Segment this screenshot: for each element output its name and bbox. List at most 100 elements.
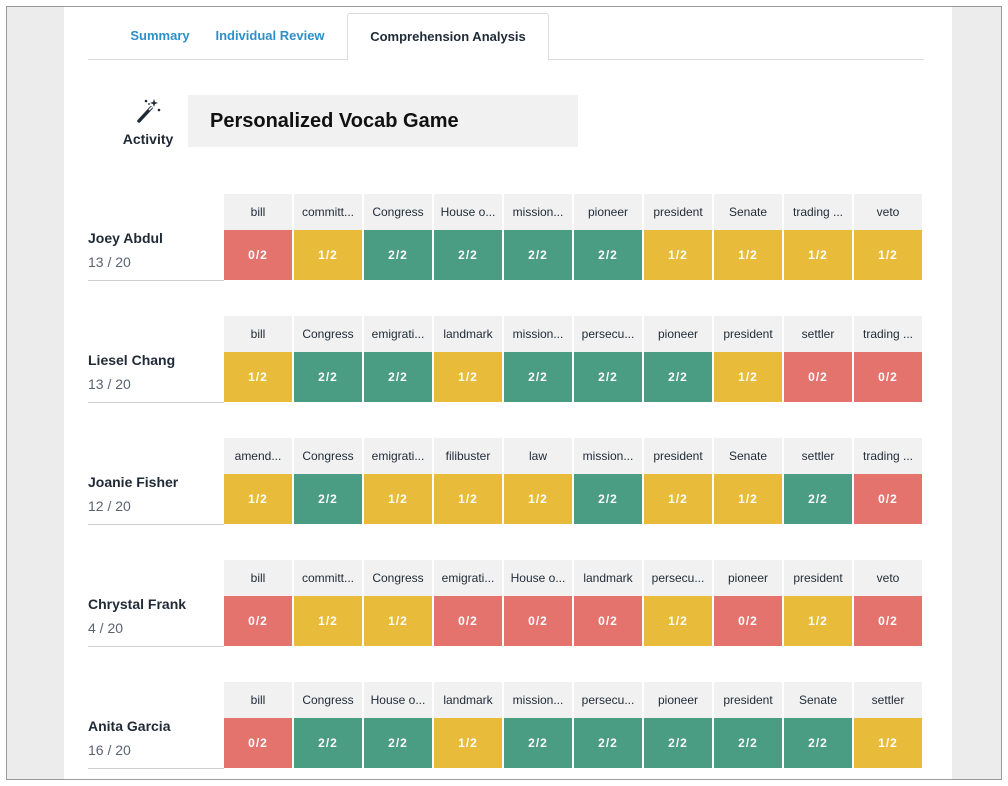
vocab-word-header: pioneer	[644, 682, 712, 718]
vocab-score-cell[interactable]: 1/2	[784, 596, 852, 646]
vocab-score-cell[interactable]: 0/2	[854, 474, 922, 524]
vocab-word-header: president	[714, 316, 782, 352]
vocab-score-cell[interactable]: 1/2	[784, 230, 852, 280]
vocab-score-cell[interactable]: 2/2	[504, 718, 572, 768]
vocab-word-header: Congress	[364, 194, 432, 230]
tab-comprehension-analysis[interactable]: Comprehension Analysis	[347, 13, 549, 61]
vocab-word-header: law	[504, 438, 572, 474]
student-name[interactable]: Liesel Chang	[88, 352, 176, 368]
vocab-word-header: committ...	[294, 194, 362, 230]
vocab-word-header: landmark	[434, 682, 502, 718]
vocab-word-header: emigrati...	[364, 438, 432, 474]
vocab-score-cell[interactable]: 1/2	[714, 352, 782, 402]
student-total-score: 4 / 20	[88, 620, 124, 636]
vocab-grid: bill 0/2 committ... 1/2 Congress 2/2 House o..…	[224, 194, 924, 280]
vocab-score-cell[interactable]: 2/2	[644, 718, 712, 768]
vocab-score-cell[interactable]: 2/2	[714, 718, 782, 768]
vocab-word-header: bill	[224, 194, 292, 230]
vocab-grid: amend... 1/2 Congress 2/2 emigrati... 1/2 fili…	[224, 438, 924, 524]
vocab-score-cell[interactable]: 2/2	[784, 718, 852, 768]
vocab-word-header: president	[644, 438, 712, 474]
vocab-word-header: veto	[854, 194, 922, 230]
vocab-word-header: pioneer	[644, 316, 712, 352]
magic-wand-icon	[137, 99, 161, 123]
student-name[interactable]: Anita Garcia	[88, 718, 171, 734]
vocab-score-cell[interactable]: 0/2	[714, 596, 782, 646]
vocab-score-cell[interactable]: 1/2	[644, 474, 712, 524]
vocab-score-cell[interactable]: 2/2	[574, 718, 642, 768]
vocab-score-cell[interactable]: 2/2	[644, 352, 712, 402]
tab-summary[interactable]: Summary	[130, 28, 190, 43]
vocab-word-header: persecu...	[644, 560, 712, 596]
vocab-score-cell[interactable]: 2/2	[574, 474, 642, 524]
vocab-word-header: president	[784, 560, 852, 596]
vocab-score-cell[interactable]: 1/2	[434, 352, 502, 402]
vocab-word-header: persecu...	[574, 316, 642, 352]
vocab-word-header: pioneer	[714, 560, 782, 596]
vocab-score-cell[interactable]: 0/2	[854, 352, 922, 402]
vocab-score-cell[interactable]: 2/2	[504, 352, 572, 402]
vocab-score-cell[interactable]: 1/2	[854, 718, 922, 768]
vocab-score-cell[interactable]: 0/2	[224, 596, 292, 646]
vocab-score-cell[interactable]: 1/2	[434, 474, 502, 524]
vocab-score-cell[interactable]: 0/2	[784, 352, 852, 402]
vocab-word-header: emigrati...	[364, 316, 432, 352]
student-total-score: 12 / 20	[88, 498, 131, 514]
student-info: Anita Garcia 16 / 20	[88, 718, 224, 769]
activity-badge: Activity	[110, 97, 186, 157]
vocab-score-cell[interactable]: 2/2	[294, 352, 362, 402]
tab-bar: Summary Individual Review Comprehension …	[88, 13, 924, 61]
student-info: Joey Abdul 13 / 20	[88, 230, 224, 281]
vocab-score-cell[interactable]: 1/2	[644, 230, 712, 280]
vocab-score-cell[interactable]: 2/2	[364, 718, 432, 768]
vocab-word-header: Congress	[364, 560, 432, 596]
vocab-score-cell[interactable]: 2/2	[364, 352, 432, 402]
vocab-score-cell[interactable]: 2/2	[504, 230, 572, 280]
vocab-score-cell[interactable]: 1/2	[294, 596, 362, 646]
vocab-word-header: Congress	[294, 438, 362, 474]
vocab-grid: bill 0/2 Congress 2/2 House o... 2/2 landmark 1…	[224, 682, 924, 768]
vocab-score-cell[interactable]: 2/2	[574, 230, 642, 280]
vocab-score-cell[interactable]: 0/2	[434, 596, 502, 646]
vocab-score-cell[interactable]: 1/2	[224, 352, 292, 402]
vocab-grid: bill 0/2 committ... 1/2 Congress 1/2 emigrati.…	[224, 560, 924, 646]
vocab-score-cell[interactable]: 1/2	[364, 596, 432, 646]
vocab-word-header: House o...	[364, 682, 432, 718]
vocab-score-cell[interactable]: 1/2	[294, 230, 362, 280]
student-total-score: 13 / 20	[88, 376, 131, 392]
student-total-score: 13 / 20	[88, 254, 131, 270]
vocab-score-cell[interactable]: 1/2	[854, 230, 922, 280]
vocab-word-header: mission...	[574, 438, 642, 474]
vocab-score-cell[interactable]: 2/2	[784, 474, 852, 524]
vocab-word-header: trading ...	[854, 316, 922, 352]
vocab-score-cell[interactable]: 1/2	[224, 474, 292, 524]
student-name[interactable]: Chrystal Frank	[88, 596, 187, 612]
vocab-score-cell[interactable]: 2/2	[364, 230, 432, 280]
vocab-word-header: trading ...	[784, 194, 852, 230]
vocab-score-cell[interactable]: 1/2	[364, 474, 432, 524]
vocab-score-cell[interactable]: 2/2	[294, 718, 362, 768]
vocab-word-header: trading ...	[854, 438, 922, 474]
vocab-score-cell[interactable]: 1/2	[714, 474, 782, 524]
main-panel: Summary Individual Review Comprehension …	[64, 7, 952, 779]
vocab-score-cell[interactable]: 2/2	[574, 352, 642, 402]
vocab-score-cell[interactable]: 0/2	[574, 596, 642, 646]
vocab-score-cell[interactable]: 2/2	[294, 474, 362, 524]
student-name[interactable]: Joanie Fisher	[88, 474, 179, 490]
vocab-score-cell[interactable]: 0/2	[504, 596, 572, 646]
vocab-score-cell[interactable]: 1/2	[504, 474, 572, 524]
vocab-score-cell[interactable]: 0/2	[854, 596, 922, 646]
vocab-score-cell[interactable]: 1/2	[434, 718, 502, 768]
vocab-word-header: president	[644, 194, 712, 230]
vocab-score-cell[interactable]: 2/2	[434, 230, 502, 280]
student-name[interactable]: Joey Abdul	[88, 230, 163, 246]
vocab-score-cell[interactable]: 0/2	[224, 230, 292, 280]
vocab-word-header: settler	[854, 682, 922, 718]
vocab-word-header: settler	[784, 438, 852, 474]
vocab-score-cell[interactable]: 1/2	[714, 230, 782, 280]
vocab-score-cell[interactable]: 1/2	[644, 596, 712, 646]
vocab-score-cell[interactable]: 0/2	[224, 718, 292, 768]
tab-individual-review[interactable]: Individual Review	[215, 28, 325, 43]
vocab-word-header: Congress	[294, 316, 362, 352]
student-row: Chrystal Frank 4 / 20 bill 0/2 committ... 1/2…	[88, 560, 924, 647]
